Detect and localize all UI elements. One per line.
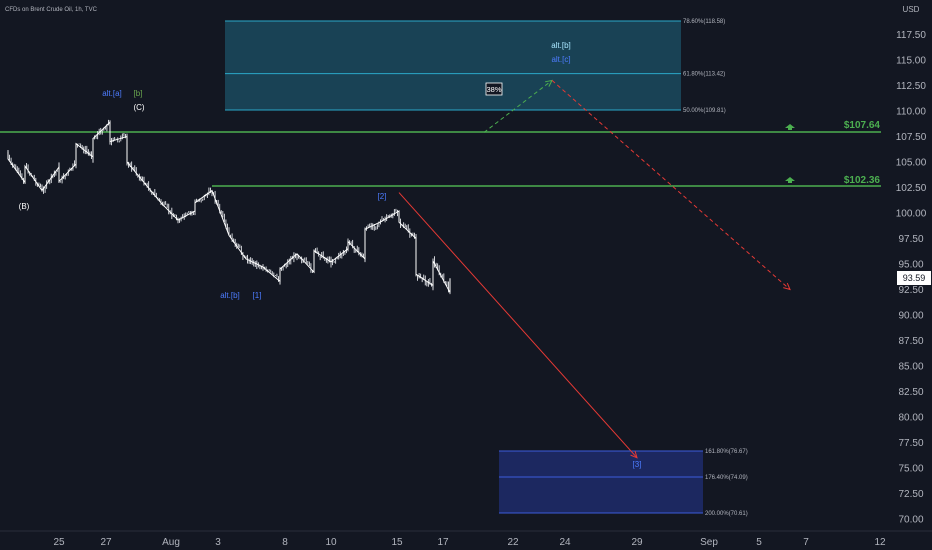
price-tick-label: 90.00: [898, 311, 923, 322]
fib-zone-upper-fill: [225, 21, 681, 110]
projection-alt-up: [483, 80, 553, 133]
price-line: [7, 121, 451, 293]
level-label-upper: $107.64: [844, 120, 881, 131]
wave-label-alt-c-top: alt.[c]: [551, 55, 570, 64]
projection-alt-down: [551, 80, 791, 290]
time-tick-label: 7: [803, 537, 809, 548]
wave-label-alt-b-top: alt.[b]: [551, 41, 571, 50]
wave-label-alt-a: alt.[a]: [102, 89, 122, 98]
level-label-lower: $102.36: [844, 175, 881, 186]
price-tick-label: 105.00: [896, 158, 927, 169]
projection-alt-down-arrowhead: [783, 282, 791, 291]
price-tick-label: 117.50: [896, 30, 926, 41]
time-tick-label: 3: [215, 537, 221, 548]
wave-label-alt-b-low: alt.[b]: [220, 291, 240, 300]
price-tick-label: 115.00: [896, 56, 926, 67]
fib-upper-label-mid: 61.80%(113.42): [683, 72, 725, 78]
pct-badge-label: 38%: [486, 85, 501, 94]
price-tick-label: 85.00: [898, 362, 923, 373]
wave-label-2: [2]: [378, 192, 387, 201]
time-tick-label: 22: [507, 537, 519, 548]
wave-label-B: (B): [19, 202, 30, 211]
time-tick-label: 8: [282, 537, 288, 548]
wave-label-1: [1]: [253, 291, 262, 300]
fib-lower-label-top: 161.80%(76.67): [705, 449, 748, 455]
price-tick-label: 95.00: [898, 260, 923, 271]
time-tick-label: 25: [53, 537, 65, 548]
fib-lower-label-bottom: 200.00%(70.61): [705, 511, 748, 517]
price-tick-label: 110.00: [896, 107, 926, 118]
price-tick-label: 100.00: [896, 209, 927, 220]
currency-label: USD: [903, 5, 920, 14]
fib-lower-label-mid: 176.40%(74.09): [705, 475, 748, 481]
pct-badge[interactable]: 38%: [485, 82, 503, 96]
price-tick-label: 75.00: [898, 464, 923, 475]
wave-label-b-green: [b]: [134, 89, 143, 98]
price-tick-label: 87.50: [898, 336, 923, 347]
fib-zone-lower-fill: [499, 451, 703, 513]
fib-upper-label-bottom: 50.00%(109.81): [683, 108, 726, 114]
price-tick-label: 102.50: [896, 183, 927, 194]
time-tick-label: 29: [631, 537, 643, 548]
price-tick-label: 80.00: [898, 413, 923, 424]
time-tick-label: 10: [325, 537, 337, 548]
last-price-bg: [897, 271, 931, 285]
price-axis[interactable]: 117.50 115.00 112.50 110.00 107.50 105.00 102.…: [896, 30, 927, 526]
projection-lines: [398, 79, 791, 459]
chart-title: CFDs on Brent Crude Oil, 1h, TVC: [5, 7, 98, 13]
price-tick-label: 107.50: [896, 132, 927, 143]
time-tick-label: Aug: [162, 537, 180, 548]
arrow-up-icon: [785, 124, 795, 130]
price-tick-label: 77.50: [898, 438, 923, 449]
time-tick-label: 5: [756, 537, 762, 548]
time-tick-label: 15: [391, 537, 403, 548]
price-tick-label: 92.50: [898, 285, 923, 296]
last-price-badge: 93.59: [897, 271, 931, 285]
price-tick-label: 72.50: [898, 489, 923, 500]
time-tick-label: 12: [874, 537, 886, 548]
arrow-up-icon: [785, 177, 795, 183]
projection-wave3: [398, 192, 638, 459]
time-tick-label: 17: [437, 537, 449, 548]
price-tick-label: 82.50: [898, 387, 923, 398]
fib-zone-upper[interactable]: 78.60%(118.58) 61.80%(113.42) 50.00%(109…: [225, 19, 726, 114]
wave-label-C: (C): [133, 103, 144, 112]
time-axis[interactable]: 25 27 Aug 3 8 10 15 17 22 24 29 Sep 5 7 12: [53, 537, 886, 548]
time-tick-label: 27: [100, 537, 112, 548]
price-series: [7, 119, 451, 295]
price-tick-label: 97.50: [898, 234, 923, 245]
projection-wave3-arrowhead: [630, 450, 638, 459]
price-tick-label: 112.50: [896, 81, 926, 92]
time-tick-label: 24: [559, 537, 571, 548]
price-tick-label: 70.00: [898, 515, 923, 526]
fib-upper-label-top: 78.60%(118.58): [683, 19, 725, 25]
fib-zone-lower[interactable]: 161.80%(76.67) 176.40%(74.09) 200.00%(70…: [499, 449, 748, 517]
last-price-value: 93.59: [903, 273, 926, 283]
time-tick-label: Sep: [700, 537, 718, 548]
wave-label-3: [3]: [633, 460, 642, 469]
